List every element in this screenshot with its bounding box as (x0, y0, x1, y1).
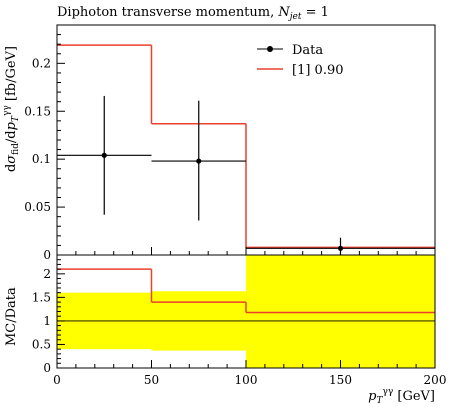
uncertainty-band-bin (246, 255, 435, 368)
data-point (151, 100, 246, 221)
x-tick-label: 0 (53, 373, 61, 387)
main-y-tick-label: 0 (43, 248, 51, 262)
ratio-y-tick-label: 1 (43, 314, 51, 328)
main-y-tick-label: 0.15 (24, 104, 51, 118)
main-y-tick-label: 0.05 (24, 200, 51, 214)
x-tick-label: 100 (235, 373, 258, 387)
x-tick-label: 50 (144, 373, 159, 387)
x-tick-label: 200 (424, 373, 447, 387)
data-point (57, 95, 152, 215)
x-axis-label: pTγγ [GeV] (368, 387, 435, 406)
legend-label-mc: [1] 0.90 (292, 63, 344, 78)
legend-label-data: Data (292, 43, 323, 58)
main-y-axis-label: dσfid/dpTγγ [fb/GeV] (2, 46, 21, 172)
ratio-y-tick-label: 0 (43, 361, 51, 375)
legend: Data [1] 0.90 (257, 43, 344, 78)
data-marker (101, 152, 107, 158)
main-y-tick-label: 0.2 (32, 56, 51, 70)
main-plot-panel: 0 0.05 0.1 0.15 0.2 dσfid/dpTγγ [fb/GeV] Dat… (2, 24, 436, 262)
ratio-y-tick-label: 0.5 (32, 337, 51, 351)
ratio-y-tick-label: 1.5 (32, 290, 51, 304)
legend-data-marker (267, 46, 273, 52)
ratio-plot-panel: 0 0.5 1 1.5 2 0 50 100 150 200 MC/Data pTγγ [GeV… (4, 254, 447, 406)
ratio-y-axis-label: MC/Data (4, 287, 19, 346)
main-y-tick-label: 0.1 (32, 152, 51, 166)
data-marker (196, 158, 202, 164)
ratio-y-tick-label: 2 (43, 267, 51, 281)
chart-title: Diphoton transverse momentum, Njet = 1 (57, 5, 329, 22)
x-tick-label: 150 (329, 373, 352, 387)
